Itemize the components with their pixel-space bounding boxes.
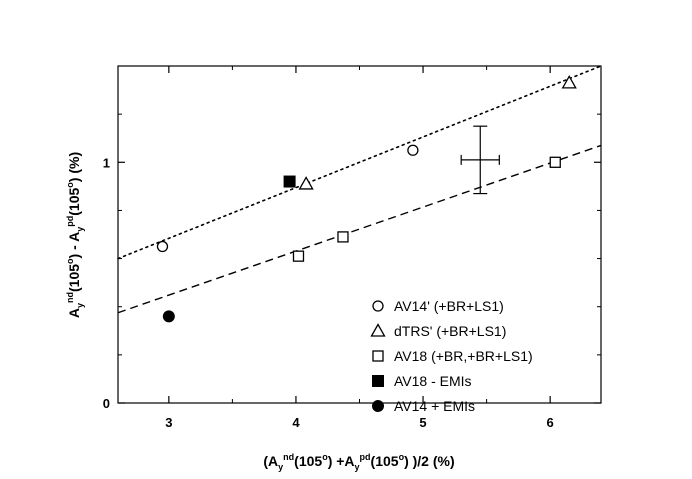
axis-title-part: (105 [371, 453, 399, 469]
circle-open-data-point [156, 240, 169, 253]
axis-title-part: (105 [294, 453, 322, 469]
legend-label: dTRS' (+BR+LS1) [394, 323, 506, 339]
square-open-data-point [337, 231, 349, 243]
axis-title-part: y [355, 462, 360, 472]
axis-title-part: ) )/2 [404, 453, 429, 469]
dotted-fit-line [117, 65, 602, 260]
y-axis-title: Aynd(105o) - Aypd(105o) (%) [65, 152, 85, 318]
fit-lines [117, 65, 602, 314]
error-bar [460, 125, 500, 195]
axis-title-part: nd [283, 452, 294, 462]
axis-title-part: (%) [429, 453, 455, 469]
axis-title-part: y [278, 462, 283, 472]
axis-title-part: nd [65, 292, 75, 303]
legend-label: AV18 - EMIs [394, 373, 472, 389]
circle-filled-data-point [162, 310, 175, 323]
axis-title-part: A [66, 308, 82, 318]
square-open-data-point [292, 250, 305, 262]
legend-square-filled-symbol [372, 375, 384, 387]
triangle-open-data-point [561, 75, 577, 89]
legend-square-open-symbol [372, 350, 384, 362]
axis-title-part: o [399, 452, 405, 462]
legend-label: AV14' (+BR+LS1) [394, 298, 504, 314]
x-tick-label: 5 [419, 415, 426, 430]
axis-title-part: (105 [66, 188, 82, 216]
legend-label: AV14 + EMIs [394, 398, 475, 414]
axis-title-part: (A [263, 453, 278, 469]
axis-title-part: o [65, 182, 75, 188]
legend: AV14' (+BR+LS1) dTRS' (+BR+LS1) AV18 (+BR,… [370, 298, 533, 414]
y-tick-label: 1 [103, 155, 110, 170]
x-tick-label: 4 [292, 415, 300, 430]
circle-open-data-point [407, 144, 419, 156]
axis-title-part: pd [360, 452, 371, 462]
legend-circle-filled-symbol [372, 400, 384, 412]
legend-label: AV18 (+BR,+BR+LS1) [394, 348, 533, 364]
axis-title-part: y [75, 227, 85, 232]
dashed-fit-line [117, 144, 602, 314]
axis-title-part: o [65, 258, 75, 264]
axis-title-part: pd [65, 216, 75, 227]
legend-circle-open-symbol [372, 300, 384, 312]
square-filled-data-point [283, 175, 296, 188]
y-tick-label: 0 [103, 396, 110, 411]
square-open-data-point [549, 156, 561, 168]
axis-title-part: y [75, 303, 85, 308]
axis-title-part: ) (%) [66, 152, 82, 182]
axis-title-part: ) - A [66, 232, 82, 259]
legend-triangle-open-symbol [370, 323, 386, 337]
axis-ticks: 3 4 5 6 0 1 [103, 66, 601, 430]
data-markers [156, 75, 577, 323]
axis-title-part: o [322, 452, 328, 462]
x-axis-title: (Aynd(105o) +Aypd(105o) )/2 (%) [263, 452, 454, 472]
x-tick-label: 3 [165, 415, 172, 430]
axis-title-part: ) +A [328, 453, 355, 469]
x-tick-label: 6 [547, 415, 554, 430]
triangle-open-data-point [298, 176, 314, 190]
axis-title-part: (105 [66, 264, 82, 292]
